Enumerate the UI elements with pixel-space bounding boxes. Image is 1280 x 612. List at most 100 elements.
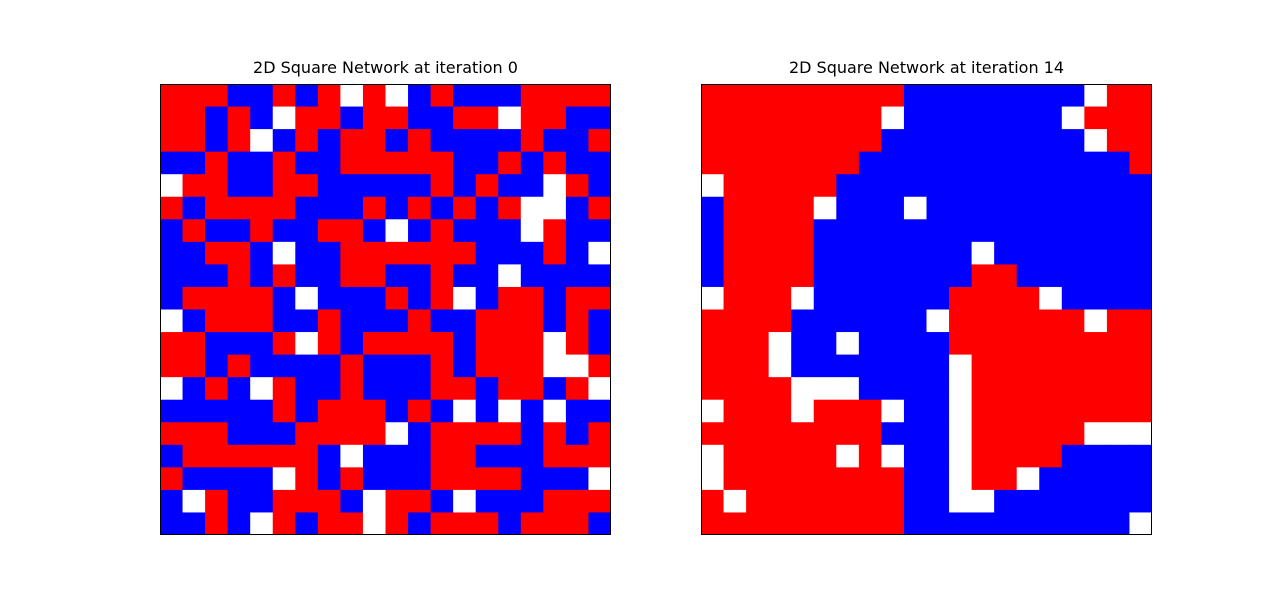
cell-blue (475, 196, 499, 220)
cell-red (746, 444, 770, 468)
cell-blue (160, 151, 184, 175)
cell-red (408, 489, 432, 514)
cell-red (385, 512, 409, 535)
cell-red (768, 219, 792, 243)
cell-blue (949, 512, 973, 535)
cell-blue (926, 106, 950, 130)
cell-blue (1129, 219, 1152, 243)
cell-blue (701, 241, 725, 265)
cell-blue (836, 264, 860, 288)
cell-blue (994, 84, 1018, 108)
cell-white (1084, 129, 1108, 153)
cell-red (317, 106, 341, 130)
cell-blue (160, 286, 184, 311)
cell-blue (903, 309, 928, 333)
cell-red (1084, 106, 1108, 130)
cell-white (588, 467, 611, 491)
cell-blue (971, 196, 995, 220)
cell-red (858, 444, 882, 468)
cell-red (813, 512, 837, 535)
cell-blue (903, 467, 928, 491)
cell-red (160, 354, 184, 378)
cell-blue (994, 174, 1018, 198)
cell-red (453, 512, 477, 535)
cell-red (768, 377, 792, 401)
cell-red (362, 106, 387, 130)
cell-blue (408, 264, 432, 288)
cell-blue (588, 106, 611, 130)
cell-blue (520, 467, 544, 491)
cell-blue (701, 196, 725, 220)
cell-red (746, 309, 770, 333)
cell-blue (858, 286, 882, 311)
cell-red (430, 84, 454, 108)
cell-white (701, 399, 725, 423)
cell-blue (1016, 129, 1040, 153)
cell-red (701, 489, 725, 514)
cell-red (1039, 354, 1063, 378)
cell-red (430, 422, 454, 446)
cell-red (227, 286, 251, 311)
cell-red (1016, 309, 1040, 333)
cell-red (340, 219, 364, 243)
cell-blue (926, 129, 950, 153)
cell-red (543, 422, 567, 446)
cell-blue (588, 151, 611, 175)
cell-blue (813, 286, 837, 311)
cell-blue (926, 467, 950, 491)
cell-red (723, 151, 747, 175)
cell-blue (498, 84, 522, 108)
cell-blue (475, 399, 499, 423)
cell-white (701, 174, 725, 198)
cell-blue (926, 422, 950, 446)
cell-blue (1084, 196, 1108, 220)
cell-red (340, 151, 364, 175)
cell-blue (205, 129, 229, 153)
cell-red (791, 467, 815, 491)
cell-blue (385, 129, 409, 153)
cell-white (949, 377, 973, 401)
cell-blue (1016, 196, 1040, 220)
cell-blue (182, 399, 206, 423)
cell-red (295, 422, 319, 446)
cell-blue (926, 286, 950, 311)
cell-blue (1084, 467, 1108, 491)
cell-red (160, 422, 184, 446)
cell-red (588, 84, 611, 108)
cell-red (1016, 332, 1040, 356)
cell-red (475, 309, 499, 333)
cell-blue (520, 444, 544, 468)
cell-blue (295, 151, 319, 175)
cell-red (768, 196, 792, 220)
cell-blue (926, 174, 950, 198)
cell-red (971, 309, 995, 333)
cell-blue (543, 309, 567, 333)
cell-blue (475, 489, 499, 514)
cell-blue (385, 377, 409, 401)
cell-blue (227, 399, 251, 423)
cell-blue (903, 129, 928, 153)
cell-blue (453, 332, 477, 356)
cell-red (498, 377, 522, 401)
cell-red (520, 512, 544, 535)
cell-blue (858, 196, 882, 220)
cell-red (836, 84, 860, 108)
cell-white (340, 444, 364, 468)
cell-white (588, 241, 611, 265)
cell-red (723, 174, 747, 198)
cell-red (340, 377, 364, 401)
cell-red (227, 129, 251, 153)
cell-blue (430, 489, 454, 514)
cell-red (340, 512, 364, 535)
cell-blue (903, 151, 928, 175)
cell-red (317, 399, 341, 423)
cell-red (1129, 129, 1152, 153)
cell-blue (205, 106, 229, 130)
cell-red (701, 377, 725, 401)
cell-red (543, 512, 567, 535)
cell-red (858, 489, 882, 514)
cell-red (858, 399, 882, 423)
cell-red (543, 106, 567, 130)
cell-red (385, 332, 409, 356)
cell-red (362, 196, 387, 220)
